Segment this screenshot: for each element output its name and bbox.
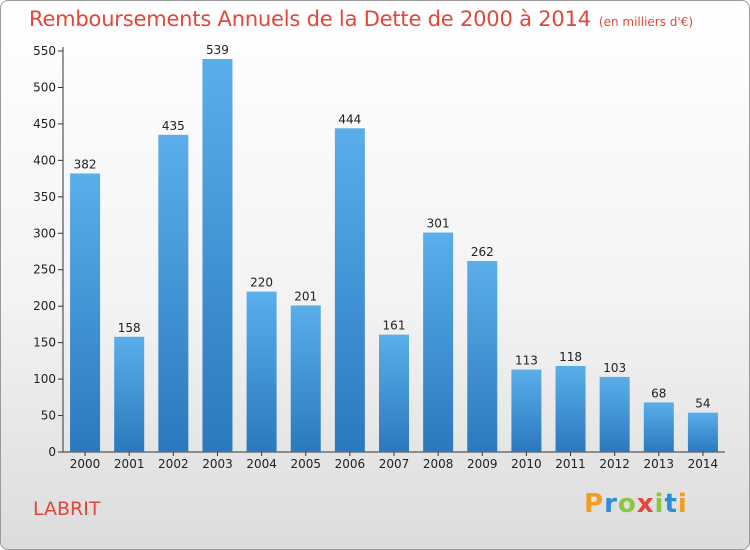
- logo-letter: i: [654, 489, 665, 519]
- logo-letter: P: [584, 489, 605, 519]
- value-label-2013: 68: [651, 386, 666, 400]
- bar-2008: [423, 232, 454, 452]
- bar-2011: [555, 365, 586, 452]
- y-tick-label: 550: [33, 44, 56, 58]
- logo-letter: t: [664, 489, 678, 519]
- logo-letter: r: [604, 489, 618, 519]
- x-tick-label-2011: 2011: [555, 457, 586, 471]
- x-tick-label-2008: 2008: [423, 457, 454, 471]
- x-tick-label-2012: 2012: [599, 457, 630, 471]
- chart-title: Remboursements Annuels de la Dette de 20…: [29, 7, 591, 31]
- bar-2000: [70, 173, 101, 452]
- bar-2002: [158, 134, 189, 452]
- value-label-2014: 54: [695, 397, 710, 411]
- value-label-2011: 118: [559, 350, 582, 364]
- x-tick-label-2001: 2001: [114, 457, 145, 471]
- proxiti-logo: Proxiti: [584, 489, 688, 519]
- y-tick-label: 250: [33, 263, 56, 277]
- bar-2001: [114, 336, 145, 452]
- bar-2005: [290, 305, 321, 452]
- bar-2012: [599, 376, 630, 452]
- x-tick-label-2013: 2013: [644, 457, 675, 471]
- value-label-2002: 435: [162, 119, 185, 133]
- axes: 0 50 100 150 200 250 300 350 400 450 500 550 2000 200…: [33, 44, 725, 471]
- logo-letter: i: [677, 489, 688, 519]
- x-tick-label-2002: 2002: [158, 457, 189, 471]
- logo-letter: x: [636, 489, 655, 519]
- bars: 382 158 435 539 220 201 444 161 301 262 113 118 103 6…: [70, 43, 718, 453]
- bar-2007: [379, 334, 409, 452]
- bar-2009: [467, 260, 498, 452]
- value-label-2007: 161: [383, 319, 406, 333]
- value-label-2009: 262: [471, 245, 494, 259]
- value-label-2012: 103: [603, 361, 626, 375]
- y-tick-label: 450: [33, 117, 56, 131]
- bar-2006: [334, 128, 365, 452]
- value-label-2006: 444: [338, 112, 361, 126]
- y-tick-label: 0: [48, 445, 56, 459]
- logo-letter: o: [617, 489, 637, 519]
- commune-name: LABRIT: [33, 498, 101, 520]
- x-tick-label-2003: 2003: [202, 457, 233, 471]
- y-tick-label: 50: [41, 409, 56, 423]
- y-tick-label: 500: [33, 80, 56, 94]
- y-tick-label: 400: [33, 153, 56, 167]
- value-label-2003: 539: [206, 43, 229, 57]
- y-tick-label: 350: [33, 190, 56, 204]
- value-label-2000: 382: [74, 157, 97, 171]
- x-tick-label-2010: 2010: [511, 457, 542, 471]
- value-label-2005: 201: [294, 289, 317, 303]
- x-tick-label-2000: 2000: [70, 457, 101, 471]
- x-tick-label-2006: 2006: [335, 457, 366, 471]
- value-label-2008: 301: [427, 217, 450, 231]
- x-tick-label-2014: 2014: [688, 457, 719, 471]
- bar-2013: [643, 402, 674, 452]
- value-label-2004: 220: [250, 276, 273, 290]
- bar-2003: [202, 59, 233, 453]
- y-tick-label: 300: [33, 226, 56, 240]
- x-tick-label-2009: 2009: [467, 457, 498, 471]
- value-label-2001: 158: [118, 321, 141, 335]
- y-tick-label: 200: [33, 299, 56, 313]
- x-tick-label-2004: 2004: [246, 457, 277, 471]
- x-tick-label-2007: 2007: [379, 457, 410, 471]
- x-tick-label-2005: 2005: [290, 457, 321, 471]
- y-tick-label: 150: [33, 336, 56, 350]
- bar-2004: [246, 291, 277, 452]
- bar-2010: [511, 369, 542, 452]
- chart-title-block: Remboursements Annuels de la Dette de 20…: [29, 7, 693, 31]
- bar-2014: [687, 412, 718, 452]
- value-label-2010: 113: [515, 354, 538, 368]
- chart-subtitle: (en milliers d'€): [598, 15, 694, 29]
- y-tick-label: 100: [33, 372, 56, 386]
